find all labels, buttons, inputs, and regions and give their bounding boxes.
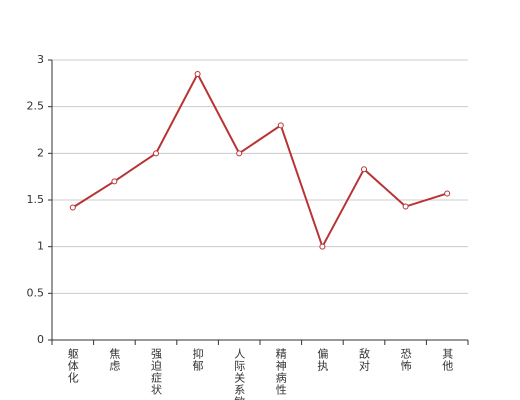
point — [111, 178, 118, 185]
line — [72, 71, 448, 250]
x-tick-label: 敌对 — [358, 347, 371, 372]
point — [402, 203, 409, 210]
y-tick-label: 0.5 — [27, 286, 45, 299]
y-tick-label: 2.5 — [27, 100, 45, 113]
y-tick-label: 0 — [37, 333, 44, 346]
x-tick-label: 其他 — [441, 348, 454, 372]
point — [319, 243, 326, 250]
point — [69, 204, 76, 211]
x-tick-label: 恐怖 — [399, 348, 412, 372]
y-tick-label: 1.5 — [27, 193, 45, 206]
x-tick-label: 焦虑 — [108, 348, 121, 372]
x-tick-label: 抑郁 — [191, 347, 204, 372]
x-tick-label: 精神病性 — [274, 348, 287, 396]
y-tick-label: 2 — [37, 146, 44, 159]
point — [444, 190, 451, 197]
point — [361, 166, 367, 173]
point — [236, 150, 243, 157]
point — [194, 71, 201, 77]
x-tick-label: 强迫症状 — [150, 348, 163, 396]
y-tick-label: 3 — [37, 53, 44, 66]
y-tick-label: 1 — [37, 240, 44, 253]
point — [277, 122, 284, 129]
x-tick-label: 偏执 — [316, 347, 329, 372]
x-tick-label: 人际关系敏感 — [233, 348, 246, 400]
x-tick-label: 躯体化 — [66, 348, 79, 384]
point — [153, 150, 159, 157]
